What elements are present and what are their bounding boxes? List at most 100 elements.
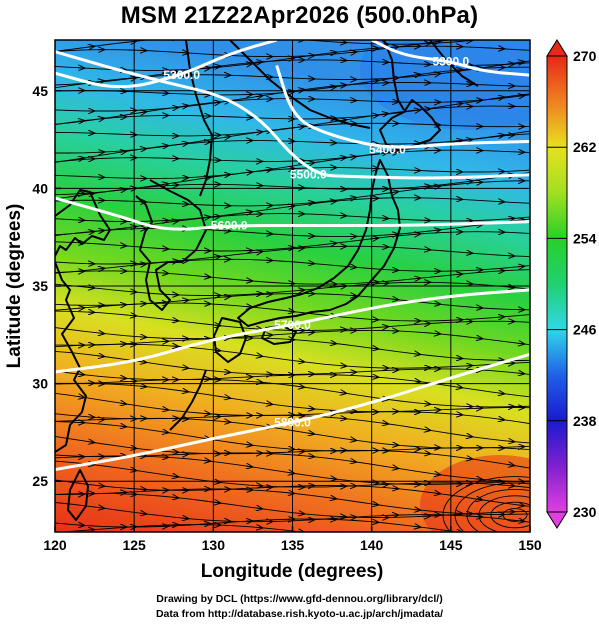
colorbar-bar [546,55,568,513]
streamline-arrow [182,300,188,301]
streamline-arrow [498,393,504,394]
streamline-arrow [224,297,230,298]
streamline-arrow [414,354,420,355]
coast-sakhalin [383,40,405,111]
streamline-arrow [98,231,104,232]
streamline-arrow [392,488,398,489]
colorbar-tick-label-254: 254 [573,230,597,246]
y-tick-label-40: 40 [32,180,48,196]
streamline-arrow [214,502,220,503]
streamline-arrow [182,367,188,368]
streamline-arrow [224,397,230,398]
streamline-arrow [382,423,388,424]
streamline-arrow [246,172,252,173]
streamline-arrow [246,212,252,213]
streamline-arrow [298,248,304,249]
streamline-arrow [518,505,524,506]
streamline-arrow [434,41,440,42]
streamline-arrow [256,96,262,97]
y-tick-label-45: 45 [32,83,48,99]
streamline-arrow [434,493,440,494]
streamline-arrow [476,37,482,38]
streamline-arrow [424,186,430,187]
colorbar-max-arrow [546,39,568,57]
coast-kuril [429,40,479,87]
streamline-arrow [424,429,430,430]
streamline-arrow [508,287,514,288]
streamline-arrow [518,96,524,97]
streamline-arrow [140,264,146,265]
coast-honshu [237,159,401,327]
streamline-vortex [442,476,530,532]
streamline-arrow [130,448,136,449]
streamline-arrow [414,510,420,511]
streamline-arrow [340,366,346,367]
streamline-arrow [518,220,524,221]
x-tick-label-145: 145 [439,537,463,553]
x-tick-label-120: 120 [43,537,67,553]
x-axis-ticks: 120 125 130 135 140 145 150 [43,526,542,553]
streamline-arrow [162,184,168,185]
streamline-arrow [308,408,314,409]
footer-credit-drawing: Drawing by DCL (https://www.gfd-dennou.o… [156,593,443,605]
streamline-arrow [330,498,336,499]
streamline-arrow [172,72,178,73]
streamline [55,524,305,532]
streamline-arrow [372,348,378,349]
x-axis-label: Longitude (degrees) [201,561,384,582]
streamline [55,343,530,369]
streamline-arrow [330,243,336,244]
streamline-arrow [518,373,524,374]
contour-line-5700.0 [55,288,530,374]
streamline-arrow [498,135,504,136]
streamline-arrow [130,470,136,471]
streamline-vortex [466,488,530,532]
streamlines [55,37,530,538]
streamline-arrow [78,397,84,398]
streamline-arrow [120,403,126,404]
streamline-arrow [140,513,146,514]
streamline-arrow [372,377,378,378]
streamline-arrow [372,81,378,82]
contour-label-5600.0: 5600.0 [211,219,248,233]
streamline-arrow [162,273,168,274]
y-tick-label-30: 30 [32,376,48,392]
streamline-arrow [88,46,94,47]
streamline [55,310,530,331]
streamline-arrow [182,518,188,519]
streamline-arrow [214,66,220,67]
contour-line-5300.0 [55,40,278,89]
colorbar-tick-label-238: 238 [573,413,597,429]
streamline-vortex [490,501,530,529]
streamline-arrow [434,74,440,75]
streamline-arrow [172,476,178,477]
streamline-arrow [98,356,104,357]
streamline [55,492,530,518]
streamline-arrow [140,112,146,113]
colorbar-tick-label-262: 262 [573,139,597,155]
streamline-arrow [434,186,440,187]
contour-label-5400.0: 5400.0 [369,142,406,156]
streamline-arrow [372,48,378,49]
streamline-arrow [256,508,262,509]
streamline [55,258,530,274]
streamline [55,40,454,58]
streamline-arrow [88,442,94,443]
streamline-arrow [456,358,462,359]
streamline-arrow [350,267,356,268]
streamline-arrow [392,445,398,446]
streamline-arrow [340,158,346,159]
streamline-arrow [224,137,230,138]
streamline-arrow [224,372,230,373]
streamline-arrow [382,114,388,115]
contour-label-5500.0: 5500.0 [290,168,327,182]
streamline-arrow [476,338,482,339]
streamline-arrow [340,537,346,538]
streamline-arrow [182,391,188,392]
streamline-arrow [256,382,262,383]
streamline-arrow [434,304,440,305]
y-tick-label-35: 35 [32,278,48,294]
streamline [55,149,530,179]
streamline-arrow [298,513,304,514]
coast-ryukyu [169,369,207,431]
